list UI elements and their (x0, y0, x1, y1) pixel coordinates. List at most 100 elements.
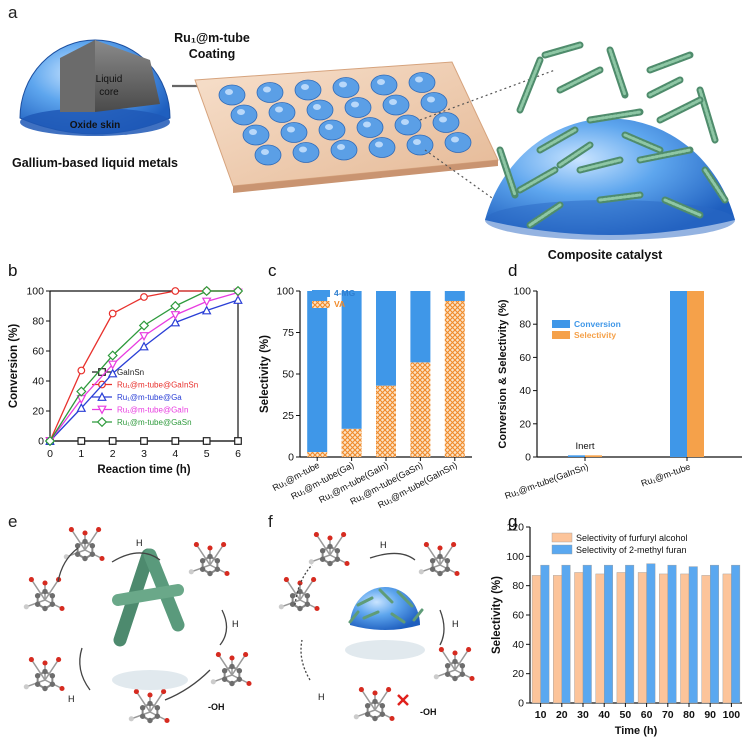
bar-va-1 (341, 428, 362, 457)
atom (42, 605, 48, 612)
cycle-arrow-e-2 (219, 609, 228, 646)
bar-g-0-1 (553, 575, 562, 704)
atom (28, 577, 34, 583)
bond (84, 529, 100, 551)
droplet-highlight (275, 106, 283, 113)
y-tick-label-c: 25 (282, 410, 294, 422)
atom (297, 605, 303, 612)
y-tick-label-g: 100 (506, 551, 524, 563)
nanotube-texture (558, 143, 592, 167)
atom (193, 542, 199, 548)
atom (164, 717, 170, 724)
atom (304, 593, 311, 599)
atom (99, 555, 105, 562)
droplet-highlight (313, 104, 321, 110)
legend-label-c: VA (334, 299, 345, 309)
data-point-square (171, 437, 180, 445)
data-point-triangle-up (170, 317, 181, 327)
atom (341, 532, 347, 538)
atom (221, 668, 228, 674)
x-tick-label-b: 1 (78, 448, 84, 460)
atom (221, 542, 227, 548)
bar-4mg-4 (444, 291, 465, 301)
atom (319, 548, 326, 554)
atom (199, 566, 206, 572)
x-axis-label-b: Reaction time (h) (97, 464, 190, 476)
x-tick-label-g: 90 (704, 709, 716, 721)
bar-selectivity-1 (687, 291, 704, 457)
bar-g-1-3 (604, 564, 613, 704)
y-tick-label-g: 20 (512, 668, 524, 680)
liquid-metals-caption: Gallium-based liquid metals (12, 156, 178, 170)
atom (139, 705, 146, 711)
bond (30, 659, 46, 681)
bond (299, 579, 315, 601)
oh-label-e: -OH (208, 702, 225, 712)
legend-swatch-d (552, 320, 570, 328)
droplet-highlight (249, 129, 257, 135)
data-point-diamond (232, 285, 244, 297)
droplet-highlight (339, 81, 347, 88)
atom (42, 668, 48, 675)
cycle-arrow-e-3 (164, 669, 211, 701)
nanotube-texture (578, 158, 622, 172)
coated-droplet (242, 124, 270, 146)
nanotube-texture (518, 58, 542, 112)
atom (34, 681, 41, 687)
atom (42, 580, 48, 586)
cycle-arrow-f-2 (439, 609, 445, 646)
legend-label-d: Conversion (574, 319, 621, 329)
atom (89, 543, 96, 549)
atom (379, 711, 386, 717)
atom (334, 556, 341, 562)
bond (135, 691, 151, 713)
coated-droplet (268, 102, 296, 123)
droplet-highlight (439, 116, 447, 123)
cycle-arrow-e-4 (79, 647, 91, 691)
atom (469, 675, 475, 682)
coated-droplet (256, 82, 284, 103)
coated-droplet (370, 74, 398, 96)
legend-swatch-c (312, 290, 330, 297)
composite-catalyst-illustration (485, 41, 735, 240)
bond (285, 579, 301, 601)
atom (289, 593, 296, 599)
coated-droplet (318, 119, 346, 141)
y-tick-label-b: 0 (38, 436, 44, 448)
data-point-diamond (96, 416, 108, 428)
oxide-skin-label: Oxide skin (70, 120, 121, 131)
atom (147, 692, 153, 698)
h-label-e-3: H (68, 694, 75, 704)
atom (207, 553, 213, 560)
nanotube-texture (638, 148, 692, 162)
droplet-highlight (427, 96, 435, 103)
coating-label-1: Ru₁@m-tube (174, 31, 250, 45)
droplet-highlight (389, 99, 397, 105)
series-b-4 (44, 285, 244, 447)
atom (459, 671, 466, 677)
data-point-circle (171, 287, 180, 295)
series-b-0 (46, 437, 242, 445)
data-point-triangle-down (201, 297, 212, 307)
panel-letter-c: c (268, 261, 277, 280)
bond (44, 659, 60, 681)
substrate-plate-illustration (194, 61, 499, 193)
bar-g-0-5 (637, 572, 647, 704)
droplet-highlight (351, 101, 359, 108)
data-point-triangle-up (97, 391, 107, 401)
y-tick-label-c: 100 (276, 286, 294, 298)
bar-g-1-1 (561, 564, 571, 704)
coated-droplet (280, 122, 308, 143)
atom (56, 657, 62, 663)
y-tick-label-d: 100 (513, 286, 531, 298)
atom (319, 556, 326, 562)
bond (329, 534, 345, 556)
atom (161, 689, 167, 695)
atom (42, 660, 48, 666)
cycle-arrow-f-3 (300, 639, 311, 681)
atom (221, 676, 228, 682)
coated-droplet (330, 139, 358, 161)
series-b-2 (45, 294, 243, 445)
atom (451, 542, 457, 548)
